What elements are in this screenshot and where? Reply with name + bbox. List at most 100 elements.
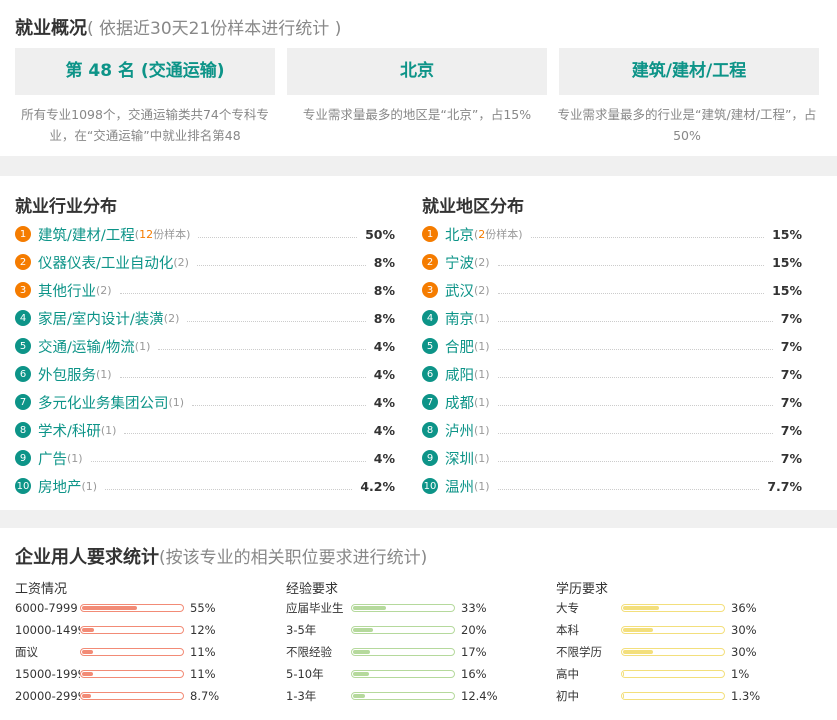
percentage: 50% (365, 226, 395, 242)
region-name-link[interactable]: 温州 (445, 479, 474, 496)
salary-bar (80, 692, 184, 700)
percentage: 7.7% (767, 478, 802, 494)
experience-value: 16% (461, 667, 487, 681)
region-name-link[interactable]: 合肥 (445, 339, 474, 356)
region-row[interactable]: 5 合肥 (1) 7% (422, 335, 802, 357)
rank-badge: 2 (15, 254, 31, 270)
region-row[interactable]: 9 深圳 (1) 7% (422, 447, 802, 469)
education-bar-fill (623, 672, 624, 676)
education-label: 大专 (556, 601, 579, 615)
sample-count: (1) (96, 367, 112, 381)
education-label: 初中 (556, 689, 579, 703)
education-value: 1% (731, 667, 750, 681)
industry-name-link[interactable]: 建筑/建材/工程 (38, 227, 135, 244)
region-name-link[interactable]: 北京 (445, 227, 474, 244)
region-row[interactable]: 8 泸州 (1) 7% (422, 419, 802, 441)
dotted-leader (497, 376, 773, 378)
sample-count-value: 2 (478, 228, 486, 241)
experience-bar-fill (353, 606, 386, 610)
region-name-link[interactable]: 深圳 (445, 451, 474, 468)
industry-name-link[interactable]: 交通/运输/物流 (38, 339, 135, 356)
education-row: 本科 30% (556, 622, 757, 638)
industry-row[interactable]: 4 家居/室内设计/装潢 (2) 8% (15, 307, 395, 329)
top-region-card: 北京 (287, 48, 547, 95)
region-name-link[interactable]: 成都 (445, 395, 474, 412)
rank-badge: 1 (15, 226, 31, 242)
industry-name-link[interactable]: 房地产 (38, 479, 82, 496)
salary-bar (80, 626, 184, 634)
region-name-link[interactable]: 武汉 (445, 283, 474, 300)
percentage: 4% (373, 338, 395, 354)
rank-badge: 6 (15, 366, 31, 382)
experience-value: 20% (461, 623, 487, 637)
industry-row[interactable]: 9 广告 (1) 4% (15, 447, 395, 469)
salary-label: 面议 (15, 645, 38, 659)
industry-row[interactable]: 7 多元化业务集团公司 (1) 4% (15, 391, 395, 413)
overview-heading: 就业概况( 依据近30天21份样本进行统计 ) (15, 14, 341, 40)
industry-name-link[interactable]: 家居/室内设计/装潢 (38, 311, 164, 328)
percentage: 15% (772, 254, 802, 270)
industry-name-link[interactable]: 外包服务 (38, 367, 96, 384)
rank-badge: 10 (15, 478, 31, 494)
sample-count: (1) (474, 451, 490, 465)
industry-name-link[interactable]: 仪器仪表/工业自动化 (38, 255, 174, 272)
top-industry-desc: 专业需求量最多的行业是“建筑/建材/工程”，占50% (557, 107, 817, 143)
region-row[interactable]: 4 南京 (1) 7% (422, 307, 802, 329)
sample-count: (1) (134, 339, 151, 353)
salary-bar-fill (82, 694, 91, 698)
salary-label: 6000-7999 (15, 601, 78, 615)
industry-name-link[interactable]: 学术/科研 (38, 423, 101, 440)
industry-row[interactable]: 6 外包服务 (1) 4% (15, 363, 395, 385)
distribution-panel (0, 176, 837, 510)
experience-bar (351, 604, 455, 612)
region-name-link[interactable]: 泸州 (445, 423, 474, 440)
experience-row: 1-3年 12.4% (286, 688, 498, 704)
region-row[interactable]: 1 北京 (2份样本) 15% (422, 223, 802, 245)
experience-bar (351, 626, 455, 634)
region-row[interactable]: 6 咸阳 (1) 7% (422, 363, 802, 385)
region-name-link[interactable]: 南京 (445, 311, 474, 328)
sample-count: (12份样本) (134, 228, 191, 241)
industry-row[interactable]: 1 建筑/建材/工程 (12份样本) 50% (15, 223, 395, 245)
dotted-leader (497, 432, 773, 434)
region-title: 就业地区分布 (422, 197, 524, 217)
education-bar-fill (623, 606, 659, 610)
rank-badge: 9 (15, 450, 31, 466)
rank-badge: 8 (422, 422, 438, 438)
education-row: 不限学历 30% (556, 644, 757, 660)
region-name-link[interactable]: 咸阳 (445, 367, 474, 384)
salary-bar (80, 648, 184, 656)
dotted-leader (198, 236, 358, 238)
industry-row[interactable]: 10 房地产 (1) 4.2% (15, 475, 395, 497)
experience-bar-fill (353, 694, 365, 698)
sample-count-suffix: 份样本) (485, 228, 523, 241)
industry-row[interactable]: 2 仪器仪表/工业自动化 (2) 8% (15, 251, 395, 273)
experience-value: 12.4% (461, 689, 498, 703)
percentage: 7% (780, 394, 802, 410)
industry-name-link[interactable]: 其他行业 (38, 283, 96, 300)
industry-row[interactable]: 8 学术/科研 (1) 4% (15, 419, 395, 441)
region-row[interactable]: 2 宁波 (2) 15% (422, 251, 802, 273)
industry-name-link[interactable]: 多元化业务集团公司 (38, 395, 169, 412)
percentage: 7% (780, 338, 802, 354)
education-row: 高中 1% (556, 666, 749, 682)
region-row[interactable]: 7 成都 (1) 7% (422, 391, 802, 413)
region-row[interactable]: 3 武汉 (2) 15% (422, 279, 802, 301)
dotted-leader (119, 376, 366, 378)
dotted-leader (196, 264, 366, 266)
sample-count: (1) (67, 451, 83, 465)
rank-badge: 5 (422, 338, 438, 354)
region-name-link[interactable]: 宁波 (445, 255, 474, 272)
industry-name-link[interactable]: 广告 (38, 451, 67, 468)
salary-bar-fill (82, 672, 93, 676)
salary-value: 11% (190, 645, 216, 659)
ranking-card: 第 48 名 (交通运输) (15, 48, 275, 95)
region-row[interactable]: 10 温州 (1) 7.7% (422, 475, 802, 497)
sample-count: (1) (474, 395, 490, 409)
education-bar (621, 648, 725, 656)
industry-row[interactable]: 3 其他行业 (2) 8% (15, 279, 395, 301)
sample-count: (1) (474, 311, 490, 325)
rank-badge: 10 (422, 478, 438, 494)
sample-count: (2) (474, 283, 490, 297)
industry-row[interactable]: 5 交通/运输/物流 (1) 4% (15, 335, 395, 357)
